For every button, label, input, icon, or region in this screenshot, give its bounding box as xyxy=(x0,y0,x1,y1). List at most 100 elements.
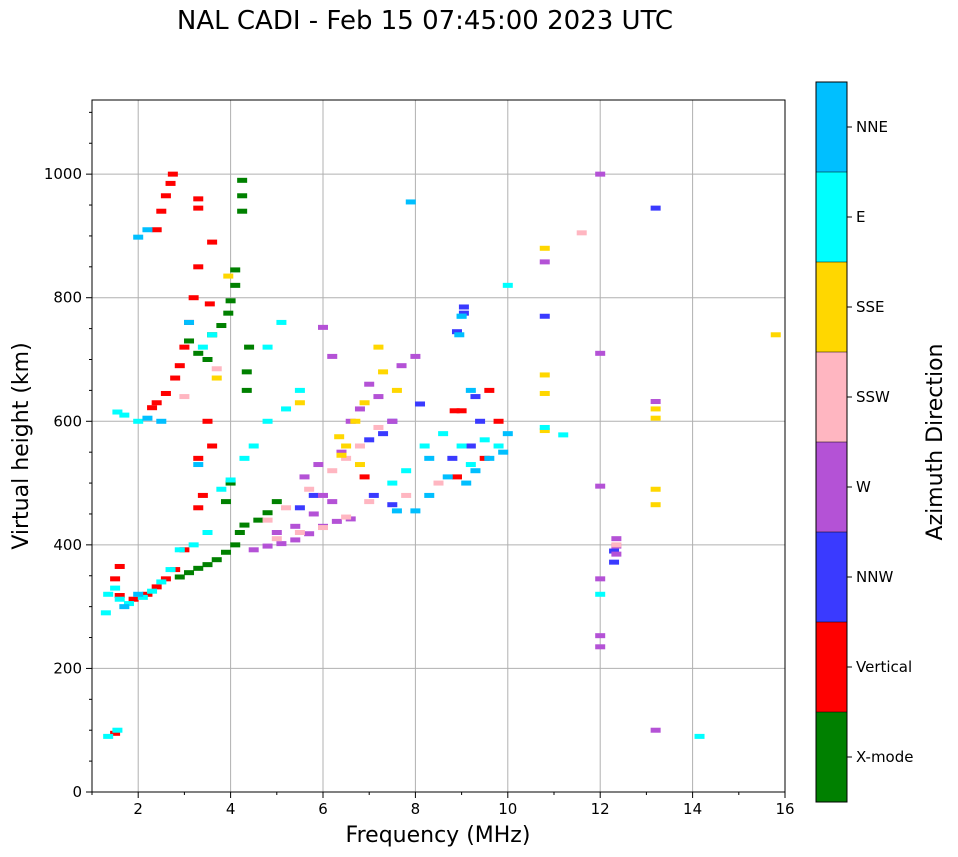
data-point-nne xyxy=(193,462,204,468)
data-point-x-mode xyxy=(220,499,231,505)
data-point-x-mode xyxy=(225,480,236,486)
colorbar-segment xyxy=(816,532,847,622)
data-point-w xyxy=(336,449,347,455)
data-point-sse xyxy=(650,415,661,421)
data-point-vertical xyxy=(174,363,185,369)
data-point-e xyxy=(465,462,476,468)
data-point-w xyxy=(595,483,606,489)
data-point-vertical xyxy=(197,492,208,498)
x-tick-label: 12 xyxy=(591,800,610,818)
data-point-nne xyxy=(142,227,153,233)
data-point-ssw xyxy=(211,366,222,372)
data-point-nne xyxy=(498,449,509,455)
data-point-x-mode xyxy=(174,574,185,580)
data-point-nne xyxy=(470,468,481,474)
data-point-vertical xyxy=(170,375,181,381)
data-point-vertical xyxy=(160,390,171,396)
colorbar-segment xyxy=(816,712,847,802)
data-point-e xyxy=(202,530,213,535)
data-point-w xyxy=(276,541,287,547)
data-point-nnw xyxy=(458,304,469,310)
plot-background xyxy=(92,100,785,792)
data-point-e xyxy=(294,387,305,393)
data-point-x-mode xyxy=(253,517,264,523)
data-point-e xyxy=(137,594,148,600)
colorbar-tick-label: E xyxy=(856,208,865,226)
data-point-e xyxy=(248,443,259,449)
data-point-e xyxy=(165,567,176,573)
data-point-e xyxy=(239,455,250,461)
data-point-x-mode xyxy=(216,323,227,329)
data-point-vertical xyxy=(160,193,171,199)
data-point-w xyxy=(595,633,606,639)
colorbar-tick-label: SSE xyxy=(856,298,885,316)
data-point-vertical xyxy=(188,295,199,301)
data-point-x-mode xyxy=(211,557,222,563)
x-tick-label: 14 xyxy=(683,800,702,818)
plot-frame xyxy=(91,99,786,793)
data-point-ssw xyxy=(179,394,190,400)
x-axis-label: Frequency (MHz) xyxy=(346,823,531,848)
data-point-ssw xyxy=(433,480,444,486)
y-tick-label: 600 xyxy=(53,412,82,430)
data-point-w xyxy=(396,363,407,369)
data-point-w xyxy=(595,350,606,356)
data-point-vertical xyxy=(484,387,495,393)
data-point-nnw xyxy=(609,548,620,554)
data-point-w xyxy=(595,644,606,650)
colorbar-label: Azimuth Direction xyxy=(923,343,948,540)
data-point-nne xyxy=(133,591,144,597)
data-point-w xyxy=(304,531,315,537)
data-point-x-mode xyxy=(237,177,248,183)
colorbar-tick-label: NNW xyxy=(856,568,893,586)
data-point-e xyxy=(225,477,236,483)
data-point-ssw xyxy=(401,492,412,498)
data-point-x-mode xyxy=(202,562,213,568)
data-point-sse xyxy=(539,428,550,434)
data-point-sse xyxy=(539,245,550,251)
data-point-w xyxy=(271,530,282,535)
data-point-w xyxy=(410,353,421,359)
data-point-x-mode xyxy=(202,357,213,362)
data-point-sse xyxy=(539,372,550,378)
data-point-vertical xyxy=(165,180,176,186)
data-point-sse xyxy=(350,418,361,424)
data-point-ssw xyxy=(327,468,338,474)
y-tick-label: 1000 xyxy=(44,165,82,183)
data-point-e xyxy=(100,610,111,616)
x-tick-label: 2 xyxy=(133,800,143,818)
data-point-w xyxy=(364,381,375,387)
data-point-e xyxy=(276,319,287,325)
data-point-nne xyxy=(405,199,416,205)
data-point-nne xyxy=(461,480,472,486)
data-point-x-mode xyxy=(239,522,250,528)
data-point-nnw xyxy=(470,394,481,400)
data-point-e xyxy=(694,733,705,739)
data-point-vertical xyxy=(167,171,178,177)
data-point-e xyxy=(133,418,144,424)
data-point-x-mode xyxy=(241,387,252,393)
data-point-vertical xyxy=(193,505,204,511)
data-point-x-mode xyxy=(262,510,273,516)
data-point-vertical xyxy=(193,196,204,202)
data-point-vertical xyxy=(110,576,121,582)
data-point-nnw xyxy=(465,443,476,449)
data-point-w xyxy=(650,727,661,733)
data-point-nnw xyxy=(308,492,319,498)
data-point-nnw xyxy=(539,313,550,319)
data-point-vertical xyxy=(110,730,121,736)
data-point-vertical xyxy=(156,208,167,214)
data-point-x-mode xyxy=(230,542,241,548)
data-point-nnw xyxy=(415,401,426,407)
data-point-w xyxy=(327,353,338,359)
data-point-x-mode xyxy=(184,570,195,576)
data-point-w xyxy=(318,324,328,330)
colorbar: X-mode Vertical NNW W SSW SSE E NNE xyxy=(815,81,913,803)
y-axis-ticks: 0 200 400 600 800 1000 xyxy=(44,111,92,801)
data-point-ssw xyxy=(262,517,273,523)
data-point-sse xyxy=(334,434,345,440)
data-point-sse xyxy=(650,502,661,508)
colorbar-segment xyxy=(816,352,847,442)
data-point-vertical xyxy=(359,474,370,480)
